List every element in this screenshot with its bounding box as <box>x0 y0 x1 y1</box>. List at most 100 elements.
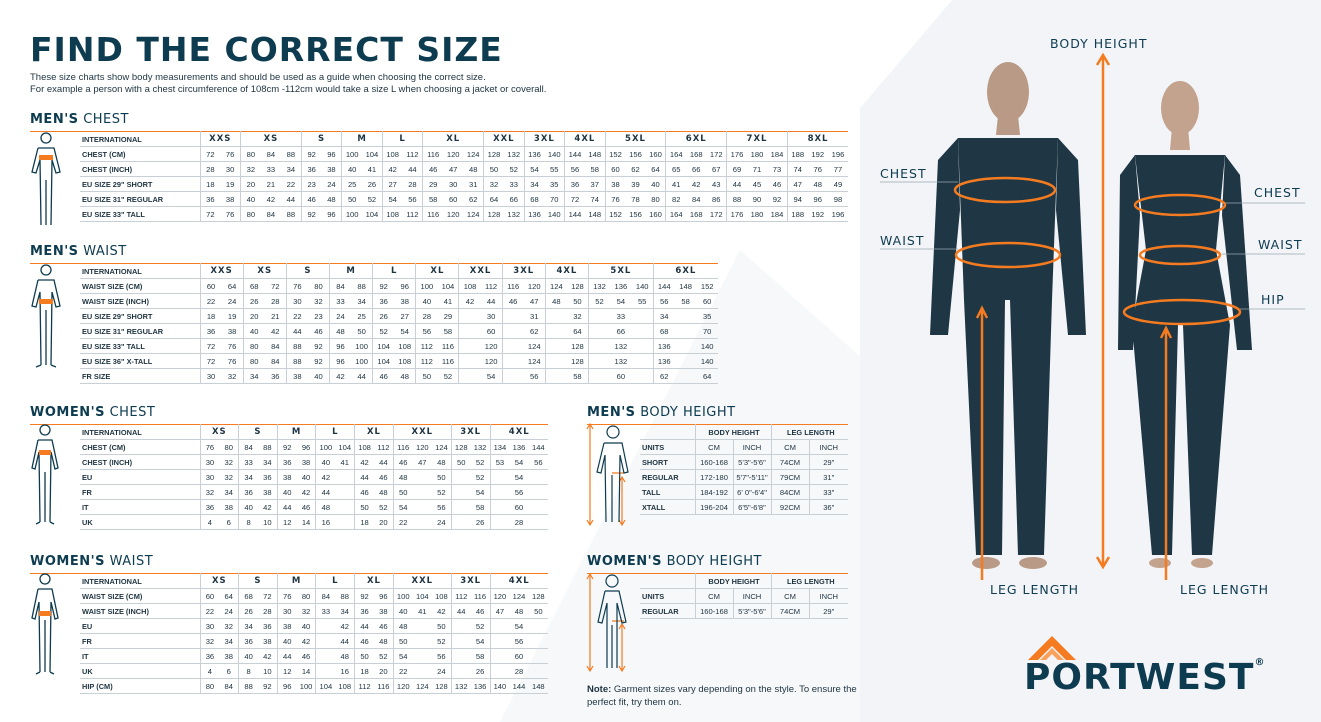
table-cell: 188 <box>786 146 808 162</box>
table-cell: 80 <box>240 206 261 222</box>
size-label: 3XL <box>501 263 546 279</box>
table-cell: 66 <box>610 323 632 339</box>
table-cell <box>587 308 611 324</box>
size-label: M <box>328 263 373 279</box>
table-cell: 36 <box>199 323 222 339</box>
table-cell: 98 <box>827 191 849 207</box>
row-label: CHEST (INCH) <box>80 161 200 177</box>
mens-chest-table: INTERNATIONAL XXS XS S M L XL XXL 3XL 4XL 5XL 6XL 7X… <box>30 131 849 222</box>
intro-line: These size charts show body measurements… <box>30 72 486 83</box>
table-cell <box>335 484 355 500</box>
table-row: CHEST (INCH) 30 32 33 34 36 38 40 41 42 44 46 47 48 50… <box>30 454 548 470</box>
table-cell: 4 <box>199 514 220 530</box>
table-cell: 22 <box>199 603 220 619</box>
table-cell: 32 <box>219 469 239 485</box>
table-cell: 47 <box>443 161 464 177</box>
table-cell: 79CM <box>770 469 810 485</box>
table-cell: 38 <box>257 484 278 500</box>
table-cell: 132 <box>503 146 525 162</box>
table-row: CHEST (CM) 76 80 84 88 92 96 100 104 108 112 116 120… <box>30 439 548 455</box>
table-cell: 67 <box>706 161 727 177</box>
table-cell: 112 <box>415 353 438 369</box>
table-cell: 60 <box>509 648 529 664</box>
table-cell: 184-192 <box>694 484 733 500</box>
table-cell: 52 <box>431 633 452 649</box>
table-cell: 44 <box>726 176 747 192</box>
table-cell: 60 <box>610 368 632 384</box>
table-cell <box>489 648 510 664</box>
row-label: FR <box>80 484 200 500</box>
table-cell: 36 <box>199 499 220 515</box>
table-cell: 34 <box>281 161 302 177</box>
table-cell <box>335 514 355 530</box>
unit-cell: INCH <box>732 588 772 604</box>
table-cell: 188 <box>786 206 808 222</box>
table-cell <box>631 353 654 369</box>
table-cell: 48 <box>509 603 529 619</box>
womens-waist-table: INTERNATIONAL XS S M L XL XXL 3XL 4XL WAIST SIZE … <box>30 573 548 694</box>
table-cell: 140 <box>696 338 718 354</box>
table-cell: 35 <box>544 176 565 192</box>
table-cell <box>412 618 432 634</box>
size-header-row: INTERNATIONAL XXS XS S M L XL XXL 3XL 4XL 5XL 6XL 7X… <box>30 131 849 147</box>
table-cell: 28 <box>257 603 278 619</box>
table-cell: 50 <box>341 191 363 207</box>
table-cell: 56 <box>431 648 452 664</box>
size-label: 7XL <box>726 131 788 147</box>
table-cell: 30 <box>199 469 220 485</box>
table-cell: 104 <box>315 678 336 694</box>
table-cell: 50 <box>566 293 589 309</box>
table-cell: 36 <box>276 454 297 470</box>
intro-line: For example a person with a chest circum… <box>30 84 547 95</box>
table-cell: 88 <box>285 353 308 369</box>
table-cell: 86 <box>706 191 727 207</box>
table-cell: 46 <box>372 368 395 384</box>
table-cell: 108 <box>458 278 481 294</box>
table-cell: 52 <box>503 161 525 177</box>
table-cell: 28 <box>415 308 438 324</box>
table-cell: 6'5"-6'8" <box>732 499 772 515</box>
table-cell: 34 <box>242 368 265 384</box>
size-label: 6XL <box>665 131 727 147</box>
mens-chest-title: MEN'S CHEST <box>30 112 129 127</box>
table-cell <box>315 663 336 679</box>
table-cell: 24 <box>328 308 352 324</box>
size-label: M <box>341 131 383 147</box>
table-cell: 112 <box>402 206 423 222</box>
table-row: IT 36 38 40 42 44 46 48 50 52 54 56 58 60 <box>30 499 548 515</box>
table-cell: 56 <box>564 161 585 177</box>
table-cell: 31 <box>523 308 546 324</box>
row-label: EU SIZE 31" REGULAR <box>80 323 200 339</box>
table-cell: 76 <box>220 206 241 222</box>
table-cell: 22 <box>392 663 413 679</box>
table-cell: 48 <box>392 618 413 634</box>
size-label: XS <box>240 131 302 147</box>
table-cell <box>489 469 510 485</box>
table-cell: 30 <box>220 161 241 177</box>
table-cell <box>528 648 548 664</box>
table-cell: 132 <box>470 439 490 455</box>
table-cell: 40 <box>296 618 316 634</box>
table-cell: 92CM <box>770 499 810 515</box>
table-cell: 31" <box>808 469 849 485</box>
group-header-row: BODY HEIGHT LEG LENGTH <box>587 573 849 589</box>
page-title: FIND THE CORRECT SIZE <box>30 30 503 69</box>
table-cell: 44 <box>335 633 355 649</box>
waist-measure <box>954 241 1062 269</box>
table-cell: 5'3"-5'6" <box>732 454 772 470</box>
table-cell <box>335 499 355 515</box>
table-cell: 38 <box>221 323 244 339</box>
table-cell: 6 <box>219 663 239 679</box>
table-cell: 73 <box>767 161 788 177</box>
table-cell: 23 <box>307 308 330 324</box>
table-cell: 40 <box>296 469 316 485</box>
empty-cell <box>640 424 695 440</box>
table-cell: 112 <box>450 588 471 604</box>
table-cell: 4 <box>199 663 220 679</box>
table-cell: 28 <box>264 293 287 309</box>
table-cell: 50 <box>354 648 374 664</box>
table-cell: 42 <box>686 176 707 192</box>
table-cell: 41 <box>362 161 383 177</box>
table-cell: 152 <box>604 206 626 222</box>
